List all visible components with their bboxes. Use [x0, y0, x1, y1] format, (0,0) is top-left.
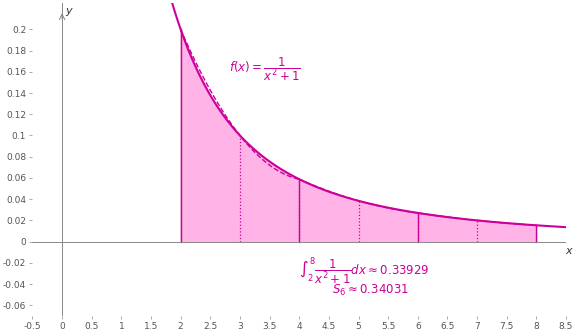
Text: y: y: [66, 6, 72, 15]
Text: $\int_2^8 \dfrac{1}{x^2+1}dx \approx 0.33929$: $\int_2^8 \dfrac{1}{x^2+1}dx \approx 0.3…: [299, 256, 429, 287]
Text: x: x: [565, 246, 571, 256]
Text: $f(x) = \dfrac{1}{x^2+1}$: $f(x) = \dfrac{1}{x^2+1}$: [229, 55, 301, 82]
Text: $S_6 \approx 0.34031$: $S_6 \approx 0.34031$: [332, 283, 409, 298]
